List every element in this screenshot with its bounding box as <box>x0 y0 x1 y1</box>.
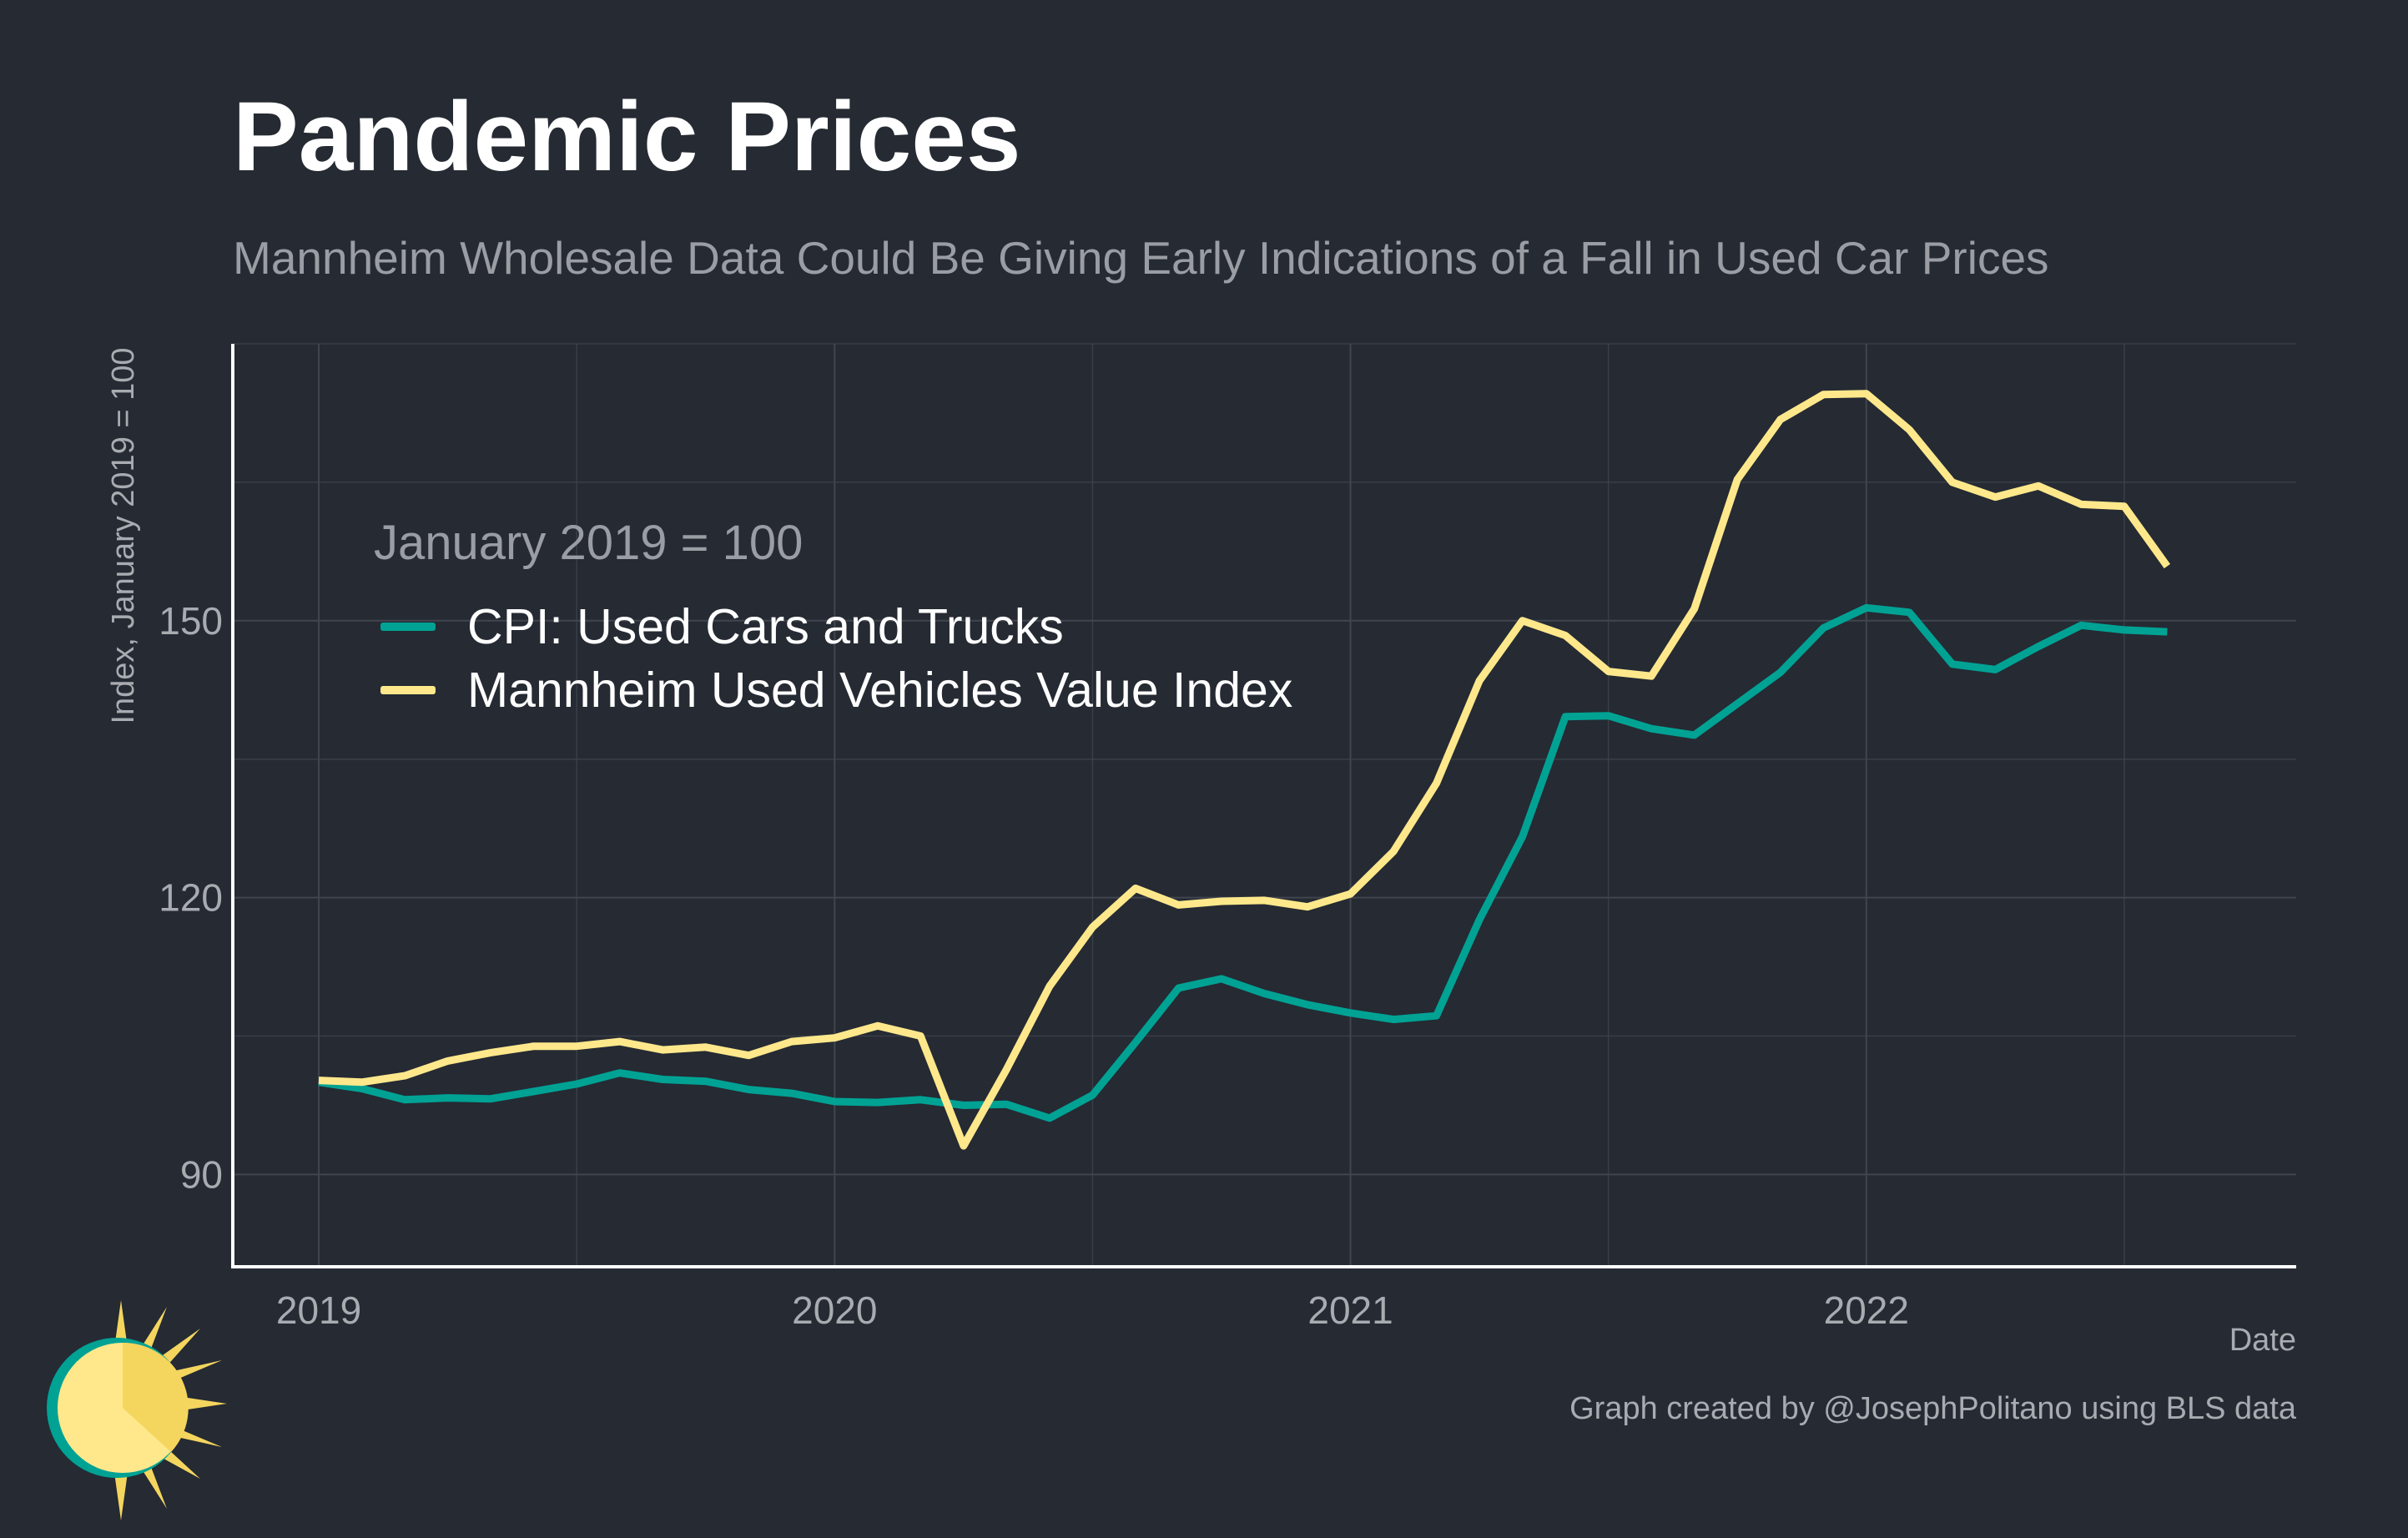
series-line-mannheim <box>318 390 2171 1150</box>
legend-title: January 2019 = 100 <box>374 516 804 570</box>
legend-label-mannheim: Mannheim Used Vehicles Value Index <box>467 662 1293 718</box>
chart-tick-labels: 90 120 150 2019 2020 2021 2022 <box>159 599 1909 1332</box>
legend-key-cpi <box>380 623 436 631</box>
legend-key-mannheim <box>380 686 436 694</box>
x-tick-label: 2021 <box>1307 1288 1393 1332</box>
x-tick-label: 2022 <box>1824 1288 1909 1332</box>
chart-subtitle: Mannheim Wholesale Data Could Be Giving … <box>233 232 2049 284</box>
series-line-cpi <box>318 603 2168 1122</box>
sun-logo-icon <box>47 1300 227 1520</box>
chart-grid <box>233 343 2296 1267</box>
x-tick-label: 2019 <box>276 1288 361 1332</box>
legend-label-cpi: CPI: Used Cars and Trucks <box>467 598 1064 654</box>
y-tick-label: 90 <box>180 1152 223 1196</box>
y-axis-title: Index, January 2019 = 100 <box>106 347 141 724</box>
legend-item-mannheim: Mannheim Used Vehicles Value Index <box>380 661 1292 719</box>
y-tick-label: 120 <box>159 876 223 920</box>
source-caption: Graph created by @JosephPolitano using B… <box>1569 1391 2296 1426</box>
y-tick-label: 150 <box>159 599 223 643</box>
x-tick-label: 2020 <box>792 1288 877 1332</box>
x-axis-title: Date <box>2229 1323 2296 1358</box>
chart-series <box>318 390 2171 1150</box>
legend-item-cpi: CPI: Used Cars and Trucks <box>380 598 1064 656</box>
chart-axes <box>231 344 2296 1268</box>
chart-title: Pandemic Prices <box>233 82 1021 192</box>
